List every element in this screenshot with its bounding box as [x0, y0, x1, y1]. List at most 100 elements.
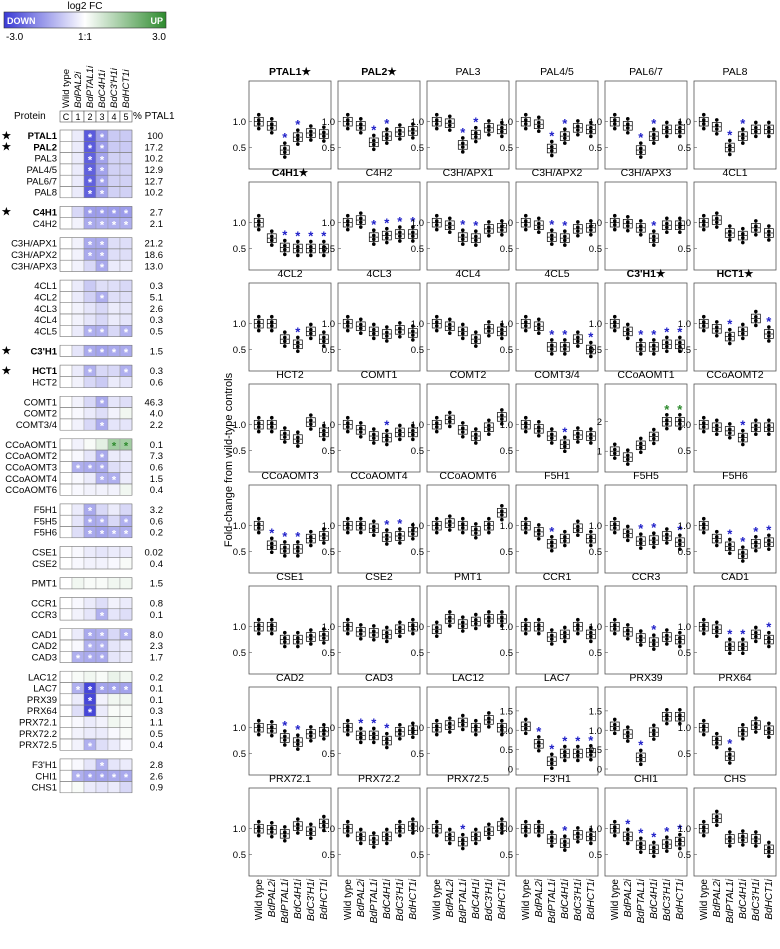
heatmap-cell — [59, 438, 73, 451]
box-point — [411, 831, 415, 835]
box-point — [385, 437, 389, 442]
box-point — [638, 845, 643, 850]
box-point — [269, 320, 274, 324]
heatmap-row-label: 4CL4 — [34, 315, 57, 326]
box-point — [741, 646, 745, 651]
box-point — [741, 141, 745, 145]
box-point — [487, 610, 491, 614]
box-point — [612, 825, 617, 829]
panel-ytick-label: 1.0 — [411, 622, 424, 633]
boxplot-panels: PTAL1★0.51.0**PAL2★0.51.0 * *PAL30.51.0**P… — [233, 66, 777, 877]
heatmap-row-frame — [59, 651, 133, 663]
panel-title: 4CL4 — [455, 268, 480, 280]
heatmap-cell — [71, 781, 85, 794]
panel-ytick-label: 1.0 — [500, 824, 513, 835]
box-point — [523, 516, 528, 521]
panel-ytick-label: 0.5 — [411, 648, 424, 659]
box-point — [269, 631, 274, 636]
heatmap-cell — [95, 671, 109, 683]
box-point — [523, 415, 528, 420]
box-point — [309, 642, 313, 646]
box-point — [345, 126, 350, 131]
heatmap-sig-star: * — [100, 398, 105, 410]
box-point — [282, 252, 287, 257]
box-point — [447, 619, 452, 623]
box-point — [678, 630, 682, 635]
heatmap-cell — [107, 174, 121, 187]
box-point — [474, 238, 478, 243]
box-point — [665, 849, 669, 853]
heatmap-cell — [107, 515, 121, 527]
box-point — [269, 429, 274, 434]
panel-ytick-label: 0.5 — [322, 648, 335, 659]
box-point — [625, 126, 630, 130]
heatmap-row-pal2: ★ PAL2 * * 17.2 — [1, 140, 163, 156]
heatmap-row-frame — [59, 577, 133, 590]
box-point — [398, 723, 402, 727]
x-category-label: BdC3'H1i — [662, 878, 673, 921]
x-category-label: BdC4H1i — [560, 878, 571, 919]
heatmap-row-pal6-7: PAL6/7 * * 12.7 — [27, 174, 163, 189]
heatmap-cell — [59, 206, 73, 218]
box-point — [500, 822, 504, 827]
heatmap-sig-star: * — [100, 772, 105, 784]
box-point — [536, 833, 541, 838]
box-point — [309, 725, 313, 729]
box-point — [727, 752, 732, 757]
box-point — [345, 617, 350, 622]
panel-ytick-label: 1.0 — [589, 726, 602, 737]
x-category-label: BdC4H1i — [471, 878, 482, 919]
box-point — [460, 522, 465, 526]
heatmap-cell — [71, 628, 85, 641]
box-point — [638, 146, 643, 151]
box-point — [309, 734, 313, 738]
legend-max-label: 3.0 — [152, 32, 166, 43]
box-point — [638, 638, 643, 643]
box-point — [665, 120, 669, 125]
box-point — [727, 637, 732, 642]
box-point — [500, 129, 504, 134]
box-point — [767, 229, 771, 234]
box-point — [296, 128, 300, 133]
heatmap-row-label: PAL4/5 — [27, 165, 57, 176]
box-point — [767, 533, 771, 538]
heatmap-row-frame — [59, 557, 133, 570]
box-point — [256, 829, 261, 833]
heatmap-cell — [119, 449, 133, 462]
box-point — [322, 139, 326, 143]
box-point — [612, 722, 617, 727]
box-point — [256, 429, 261, 434]
box-point — [576, 831, 580, 835]
box-point — [500, 624, 504, 628]
box-point — [474, 427, 478, 431]
significance-star: * — [269, 525, 275, 540]
box-point — [536, 317, 541, 322]
box-point — [434, 825, 439, 829]
heatmap-sig-star: * — [124, 208, 129, 220]
box-point — [625, 448, 630, 452]
box-point — [460, 526, 465, 530]
box-point — [754, 224, 758, 228]
heatmap-sig-star: * — [100, 251, 105, 263]
box-point — [652, 545, 656, 549]
box-point — [269, 623, 274, 627]
box-point — [282, 729, 287, 733]
heatmap-cell — [59, 727, 73, 740]
heatmap-cell — [71, 727, 85, 740]
significance-star: * — [651, 520, 657, 535]
heatmap-cell — [59, 483, 73, 496]
significance-star: * — [562, 116, 568, 131]
heatmap-sig-star: * — [124, 367, 129, 379]
box-point — [371, 331, 376, 336]
box-point — [536, 617, 541, 622]
box-point — [474, 832, 478, 837]
heatmap-cell — [59, 682, 73, 695]
significance-star: * — [473, 115, 479, 130]
heatmap-sig-star: * — [100, 220, 105, 232]
significance-star: * — [295, 324, 301, 339]
box-point — [767, 849, 771, 854]
heatmap-row-4cl4: 4CL4 0.3 — [34, 313, 163, 326]
box-point — [322, 423, 326, 428]
